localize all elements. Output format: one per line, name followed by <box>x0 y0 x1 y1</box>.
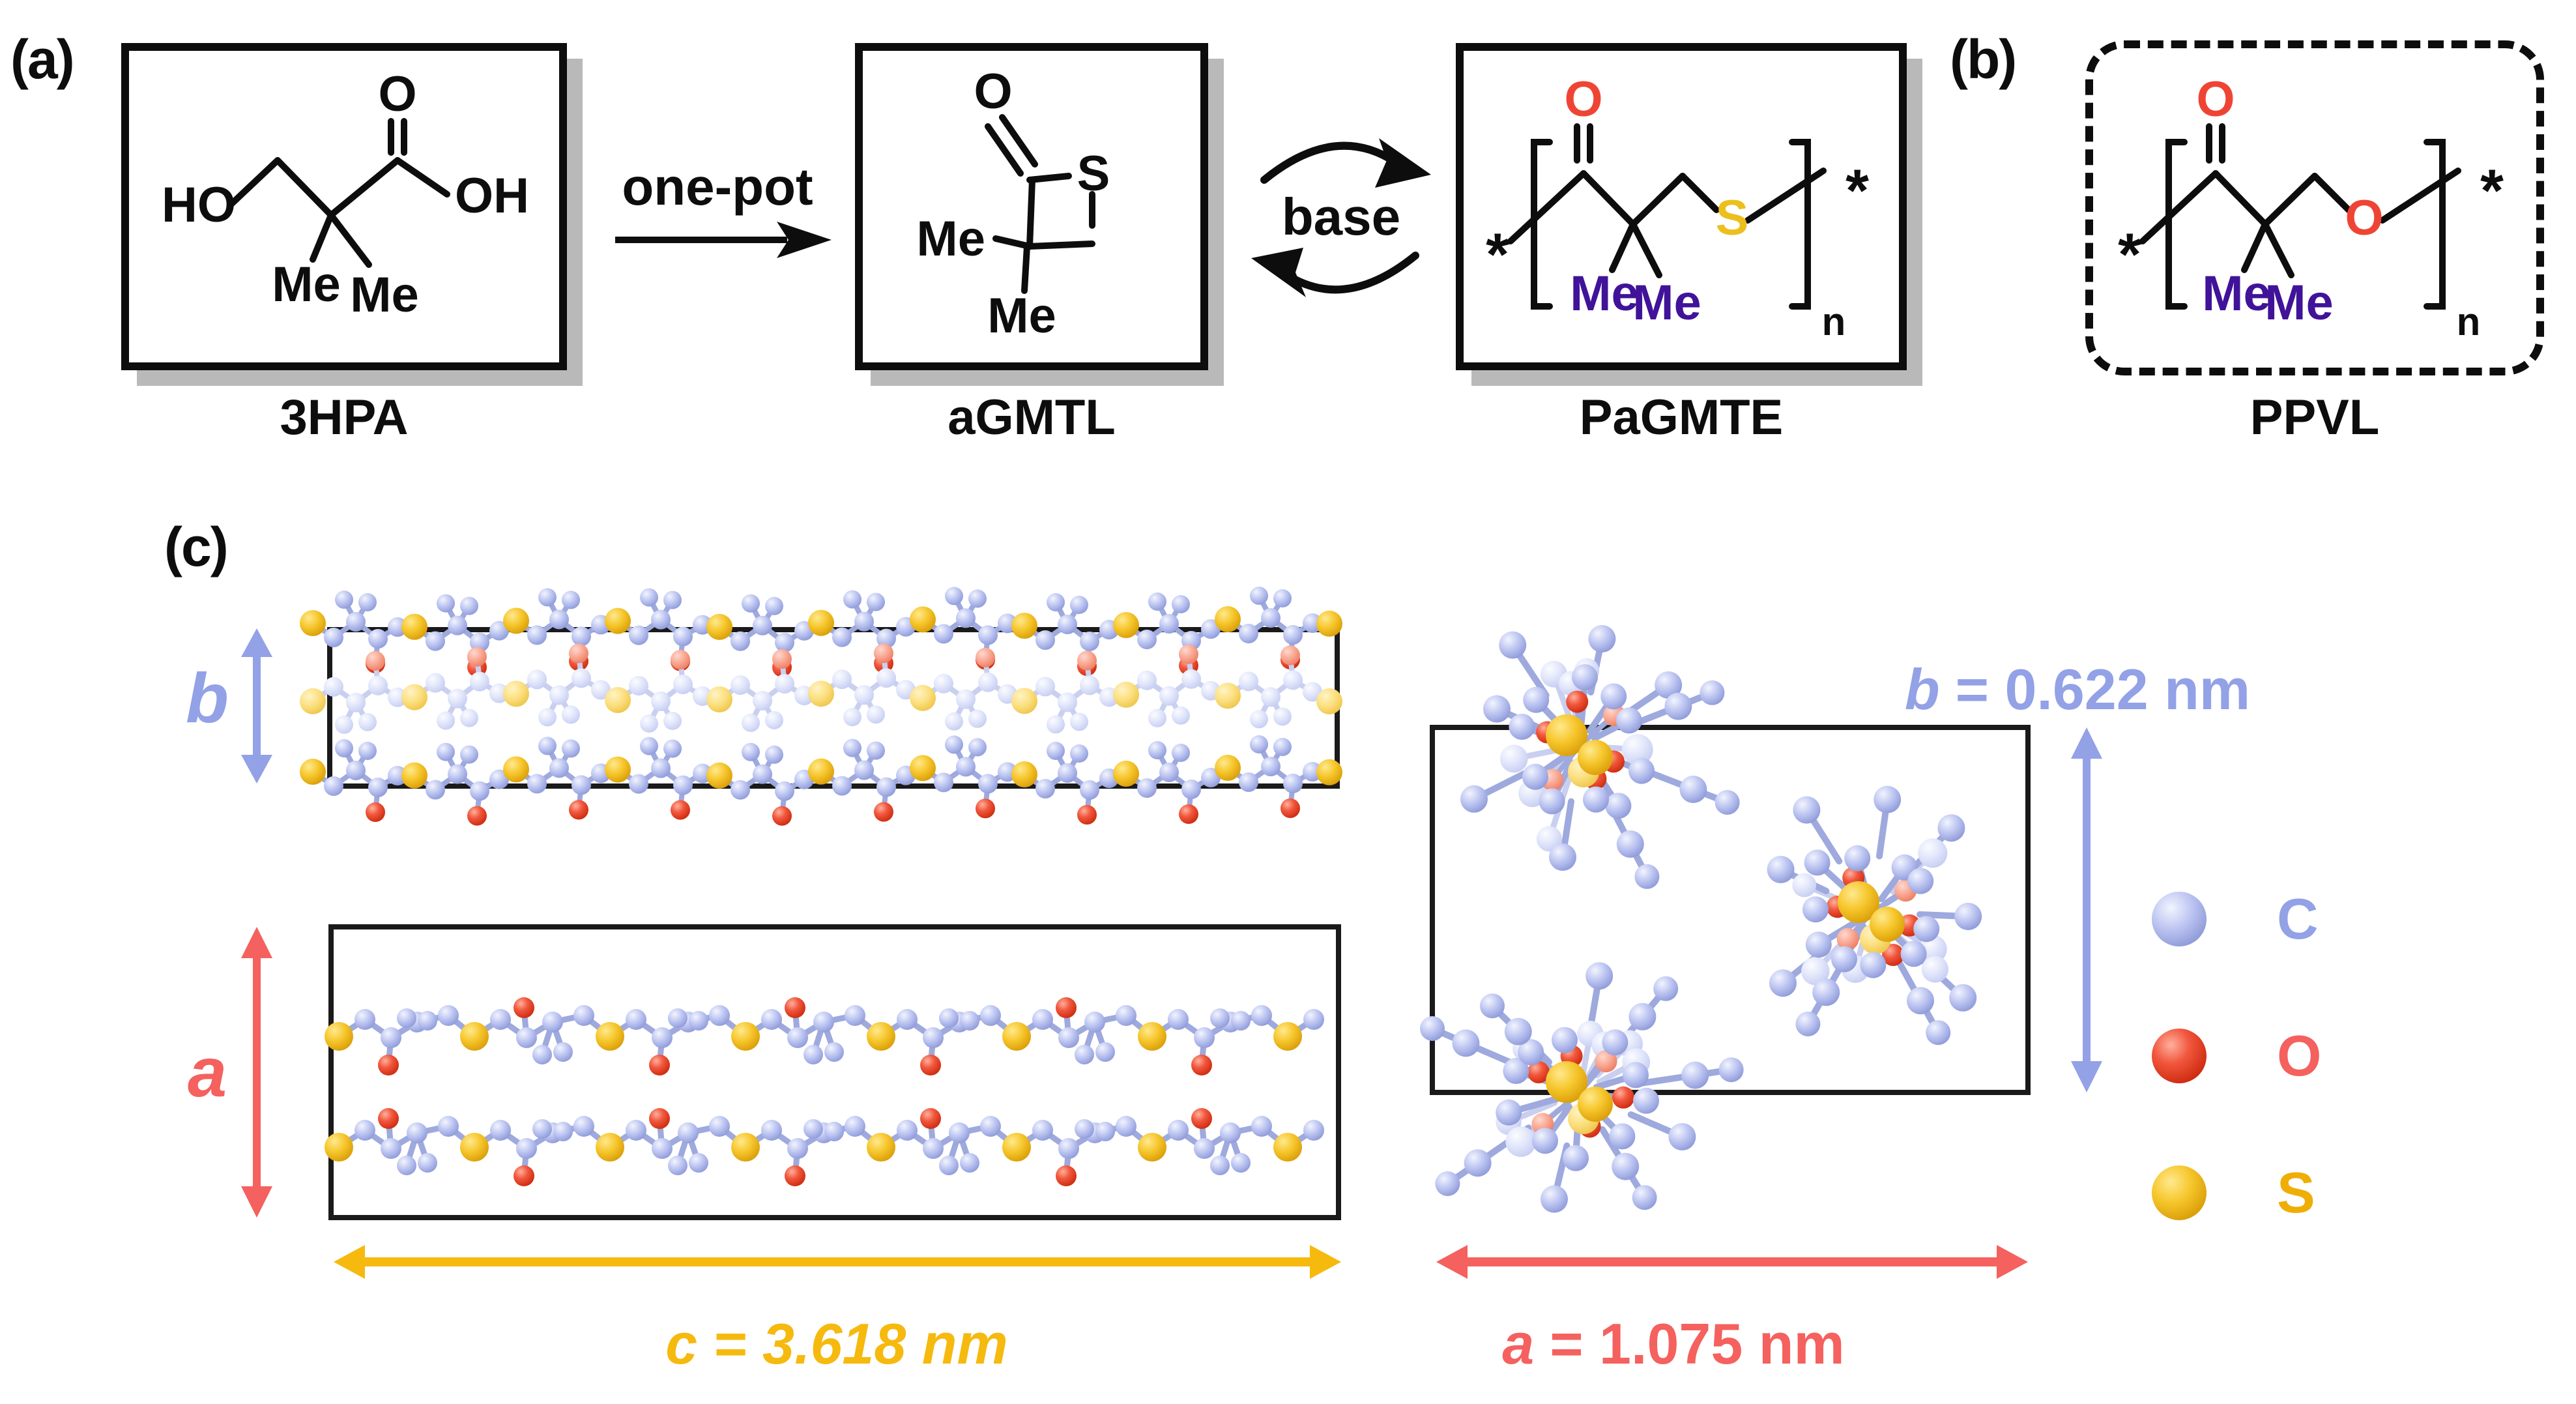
one-pot-label: one-pot <box>622 159 813 216</box>
star-right: * <box>2480 158 2504 224</box>
star-left: * <box>1486 222 1509 288</box>
atom-label-o: O <box>1564 72 1602 127</box>
legend-oxygen-sphere <box>2152 1029 2207 1083</box>
atom-label-me2: Me <box>350 267 419 323</box>
atom-label-s: S <box>1716 190 1749 246</box>
panel-b-label: (b) <box>1950 29 2017 90</box>
atom-label-me2: Me <box>1632 275 1701 330</box>
a-dimension-value: = 1.075 nm <box>1550 1311 1845 1376</box>
a-dimension-label: a = 1.075 nm <box>1502 1311 1844 1376</box>
compound-box-pagmte: * O S Me Me * n <box>1456 43 1907 370</box>
atom-label-me1: Me <box>1570 266 1639 321</box>
atom-label-me2: Me <box>2265 275 2334 330</box>
c-dimension-symbol: c <box>665 1311 697 1376</box>
reaction-arrow <box>615 222 832 258</box>
compound-box-ppvl: * O O Me Me * n <box>2085 40 2544 375</box>
legend-sulfur-sphere <box>2152 1165 2207 1220</box>
bonds-pagmte <box>1507 123 1827 310</box>
atom-label-me1: Me <box>272 257 341 312</box>
compound-name-agmtl: aGMTL <box>948 391 1116 446</box>
base-label: base <box>1281 189 1401 246</box>
legend: C O S <box>2152 886 2321 1225</box>
legend-oxygen-label: O <box>2277 1023 2321 1088</box>
structure-ppvl: * O O Me Me * n <box>2118 72 2504 344</box>
atom-label-o-chain: O <box>2345 190 2383 246</box>
bonds-3hpa <box>227 118 450 268</box>
c-dimension-arrow <box>334 1245 1341 1279</box>
subscript-n: n <box>2457 300 2481 344</box>
equilibrium-arrows <box>1251 138 1431 297</box>
atom-label-me1: Me <box>2202 266 2271 321</box>
legend-carbon-label: C <box>2277 886 2319 951</box>
c-dimension-label: c = 3.618 nm <box>665 1311 1007 1376</box>
a-dimension-arrow <box>1436 1245 2028 1279</box>
crystal-view-side-b <box>300 587 1342 826</box>
unit-cell-outline-side-a <box>328 924 1341 1220</box>
crystal-view-projection <box>1420 625 1982 1213</box>
star-left: * <box>2118 222 2141 288</box>
atom-label-o: O <box>974 64 1012 119</box>
b-dimension-arrow <box>2071 727 2102 1092</box>
atom-label-o-carbonyl: O <box>2196 72 2235 127</box>
compound-box-3hpa: HO O OH Me Me <box>121 43 567 370</box>
panel-c-label: (c) <box>164 516 229 578</box>
star-right: * <box>1845 158 1869 224</box>
compound-name-ppvl: PPVL <box>2250 391 2380 446</box>
bonds-ppvl <box>2139 123 2461 310</box>
compound-box-agmtl: O S Me Me <box>855 43 1208 370</box>
panel-a-label: (a) <box>10 29 75 90</box>
a-axis-arrow <box>241 927 272 1218</box>
b-axis-arrow <box>241 628 272 783</box>
compound-name-pagmte: PaGMTE <box>1579 391 1784 446</box>
unit-cell-outline-side-b <box>327 627 1340 789</box>
structure-3hpa: HO O OH Me Me <box>162 66 529 323</box>
structure-pagmte: * O S Me Me * n <box>1486 72 1869 344</box>
b-dimension-value: = 0.622 nm <box>1956 657 2251 722</box>
legend-sulfur-label: S <box>2277 1160 2315 1225</box>
subscript-n: n <box>1822 300 1846 344</box>
b-dimension-label: b = 0.622 nm <box>1905 657 2250 722</box>
c-dimension-value: = 3.618 nm <box>713 1311 1008 1376</box>
b-dimension-symbol: b <box>1905 657 1940 722</box>
b-axis-letter: b <box>186 658 229 737</box>
atom-label-ho: HO <box>162 177 236 233</box>
unit-cell-outline-projection <box>1430 725 2031 1095</box>
atom-label-me1: Me <box>916 211 985 267</box>
a-dimension-symbol: a <box>1502 1311 1534 1376</box>
bonds-agmtl <box>985 114 1095 294</box>
a-axis-letter: a <box>188 1032 227 1111</box>
atom-label-s: S <box>1077 146 1110 201</box>
crystal-view-side-a <box>325 997 1324 1186</box>
legend-carbon-sphere <box>2152 892 2207 946</box>
atom-label-o: O <box>378 66 416 122</box>
atom-label-oh: OH <box>455 168 529 224</box>
atom-label-me2: Me <box>987 288 1056 344</box>
compound-name-3hpa: 3HPA <box>280 391 409 446</box>
structure-agmtl: O S Me Me <box>916 64 1110 344</box>
